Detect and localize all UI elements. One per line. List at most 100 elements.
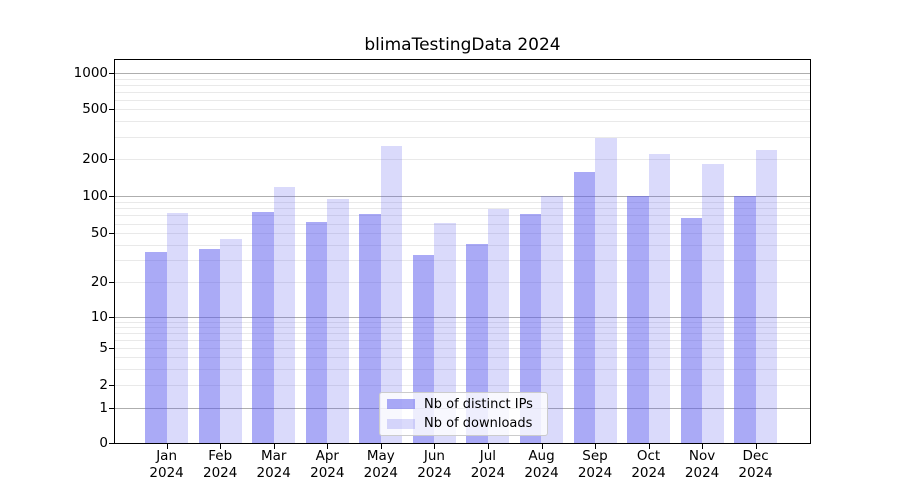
x-tick-mark — [273, 444, 275, 449]
x-tick-label: Jun 2024 — [417, 448, 452, 481]
x-tick-label: Sep 2024 — [577, 448, 613, 481]
chart-title: blimaTestingData 2024 — [364, 35, 561, 55]
y-tick-label: 200 — [82, 150, 108, 167]
y-tick-mark — [109, 407, 114, 409]
y-tick-mark — [109, 443, 114, 445]
gridline-minor — [115, 158, 810, 160]
gridline-major — [115, 196, 810, 197]
gridline-minor — [115, 245, 810, 247]
legend-swatch-distinct-ips-icon — [387, 399, 415, 410]
y-tick-mark — [109, 73, 114, 75]
x-tick-mark — [648, 444, 650, 449]
legend-label-distinct-ips: Nb of distinct IPs — [424, 396, 533, 412]
bar-downloads-feb — [220, 238, 242, 443]
y-tick-label: 50 — [90, 225, 108, 242]
gridline-minor — [115, 223, 810, 225]
legend-row-distinct-ips: Nb of distinct IPs — [387, 396, 541, 413]
gridline-minor — [115, 233, 810, 235]
gridline-minor — [115, 348, 810, 350]
bar-downloads-aug — [541, 196, 563, 443]
x-tick-mark — [702, 444, 704, 449]
gridline-minor — [115, 121, 810, 123]
x-tick-mark — [220, 444, 222, 449]
bar-downloads-dec — [755, 150, 778, 443]
y-tick-mark — [109, 158, 114, 160]
bar-distinct-ips-oct — [627, 195, 649, 443]
y-tick-mark — [109, 281, 114, 283]
gridline-minor — [115, 321, 810, 323]
y-tick-mark — [109, 109, 114, 111]
x-tick-label: May 2024 — [363, 448, 398, 481]
x-tick-label: Mar 2024 — [256, 448, 291, 481]
x-tick-label: Feb 2024 — [203, 448, 238, 481]
y-tick-label: 2 — [99, 377, 108, 393]
legend-row-downloads: Nb of downloads — [387, 416, 541, 433]
bar-downloads-oct — [648, 153, 670, 443]
x-tick-mark — [541, 444, 543, 449]
gridline-minor — [115, 281, 810, 283]
bar-distinct-ips-sep — [573, 172, 595, 443]
x-tick-label: Aug 2024 — [524, 448, 559, 481]
x-tick-label: Nov 2024 — [684, 448, 720, 481]
x-tick-mark — [755, 444, 757, 449]
gridline-minor — [115, 368, 810, 370]
y-tick-label: 1000 — [73, 65, 108, 82]
gridline-major — [115, 73, 810, 75]
gridline-minor — [115, 84, 810, 86]
legend: Nb of distinct IPs Nb of downloads — [379, 392, 548, 436]
x-tick-mark — [380, 444, 382, 449]
gridline-minor — [115, 357, 810, 359]
y-tick-mark — [109, 233, 114, 235]
bar-downloads-jul — [487, 209, 510, 443]
bar-downloads-mar — [273, 186, 296, 443]
y-tick-mark — [109, 348, 114, 350]
gridline-minor — [115, 109, 810, 111]
bar-distinct-ips-apr — [305, 221, 328, 443]
y-tick-label: 500 — [82, 101, 108, 118]
bar-downloads-may — [380, 146, 403, 443]
gridline-minor — [115, 385, 810, 386]
y-tick-mark — [109, 196, 114, 197]
gridline-minor — [115, 326, 810, 328]
x-tick-mark — [434, 444, 436, 449]
y-tick-mark — [109, 316, 114, 318]
x-tick-label: Oct 2024 — [631, 448, 666, 481]
bar-distinct-ips-aug — [519, 214, 542, 443]
x-tick-mark — [327, 444, 329, 449]
x-tick-label: Dec 2024 — [738, 448, 773, 481]
x-tick-label: Apr 2024 — [310, 448, 345, 481]
x-tick-mark — [166, 444, 168, 449]
bar-downloads-nov — [702, 164, 724, 443]
gridline-minor — [115, 260, 810, 262]
y-tick-label: 20 — [90, 273, 108, 290]
y-tick-label: 0 — [99, 435, 108, 452]
y-tick-label: 5 — [99, 340, 108, 357]
gridline-minor — [115, 333, 810, 334]
bar-distinct-ips-nov — [680, 218, 703, 443]
gridline-minor — [115, 340, 810, 341]
y-tick-mark — [109, 385, 114, 386]
x-tick-mark — [595, 444, 596, 449]
bar-downloads-jun — [434, 222, 456, 443]
legend-swatch-downloads-icon — [387, 418, 415, 429]
plot-area — [114, 59, 811, 444]
y-tick-label: 10 — [90, 308, 108, 325]
x-tick-label: Jul 2024 — [470, 448, 506, 481]
gridline-minor — [115, 215, 810, 217]
gridline-minor — [115, 78, 810, 80]
x-tick-mark — [487, 444, 489, 449]
bar-distinct-ips-feb — [198, 249, 221, 443]
gridline-minor — [115, 91, 810, 93]
bar-distinct-ips-mar — [252, 212, 274, 443]
x-tick-label: Jan 2024 — [149, 448, 184, 481]
gridline-minor — [115, 201, 810, 203]
bar-downloads-jan — [166, 212, 189, 443]
y-tick-label: 1 — [99, 399, 108, 416]
gridline-major — [115, 316, 810, 318]
gridline-minor — [115, 208, 810, 209]
bar-distinct-ips-may — [359, 213, 381, 443]
bar-downloads-apr — [327, 199, 349, 443]
y-tick-label: 100 — [82, 188, 108, 204]
gridline-minor — [115, 136, 810, 138]
